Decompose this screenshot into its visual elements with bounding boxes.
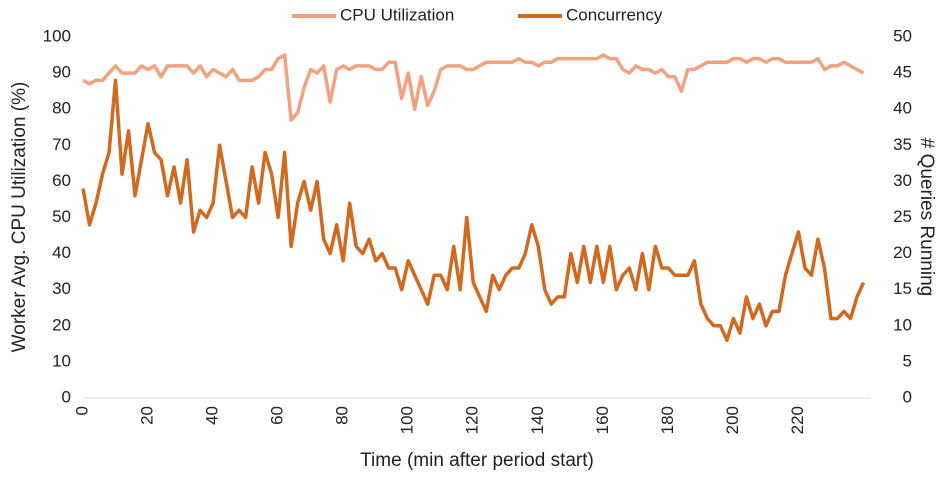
x-tick-label: 20 — [138, 406, 157, 425]
x-tick-label: 80 — [333, 406, 352, 425]
y2-tick-label: 45 — [893, 63, 912, 82]
x-axis-title: Time (min after period start) — [360, 450, 594, 471]
y2-tick-label: 0 — [903, 387, 912, 406]
x-tick-label: 180 — [658, 406, 677, 434]
y2-axis-title: # Queries Running — [916, 138, 937, 296]
x-tick-label: 0 — [72, 406, 91, 415]
y-tick-label: 60 — [52, 171, 71, 190]
y-tick-label: 90 — [52, 63, 71, 82]
y-tick-label: 10 — [52, 351, 71, 370]
y-axis-title: Worker Avg. CPU Utilization (%) — [9, 82, 30, 353]
line-series — [81, 78, 866, 342]
y2-tick-label: 15 — [893, 279, 912, 298]
legend-item: CPU Utilization — [292, 5, 454, 24]
y2-tick-label: 40 — [893, 99, 912, 118]
x-tick-label: 140 — [528, 406, 547, 434]
x-tick-label: 100 — [398, 406, 417, 434]
y-tick-label: 40 — [52, 243, 71, 262]
y-tick-label: 20 — [52, 315, 71, 334]
x-tick-label: 160 — [593, 406, 612, 434]
x-tick-label: 60 — [268, 406, 287, 425]
legend-label: CPU Utilization — [340, 5, 454, 24]
y2-tick-label: 35 — [893, 135, 912, 154]
x-tick-label: 40 — [203, 406, 222, 425]
y2-tick-label: 25 — [893, 207, 912, 226]
y-tick-label: 80 — [52, 99, 71, 118]
line-series — [82, 53, 865, 122]
y2-tick-label: 50 — [893, 26, 912, 45]
x-tick-label: 220 — [788, 406, 807, 434]
y-tick-label: 100 — [43, 26, 71, 45]
y-tick-label: 70 — [52, 135, 71, 154]
legend-label: Concurrency — [566, 5, 663, 24]
x-tick-label: 120 — [463, 406, 482, 434]
y-tick-label: 0 — [62, 387, 71, 406]
y2-tick-label: 5 — [903, 351, 912, 370]
y2-tick-label: 30 — [893, 171, 912, 190]
y2-tick-label: 10 — [893, 315, 912, 334]
legend-item: Concurrency — [518, 5, 663, 24]
x-tick-label: 200 — [723, 406, 742, 434]
y2-tick-label: 20 — [893, 243, 912, 262]
y-tick-label: 50 — [52, 207, 71, 226]
y-tick-label: 30 — [52, 279, 71, 298]
